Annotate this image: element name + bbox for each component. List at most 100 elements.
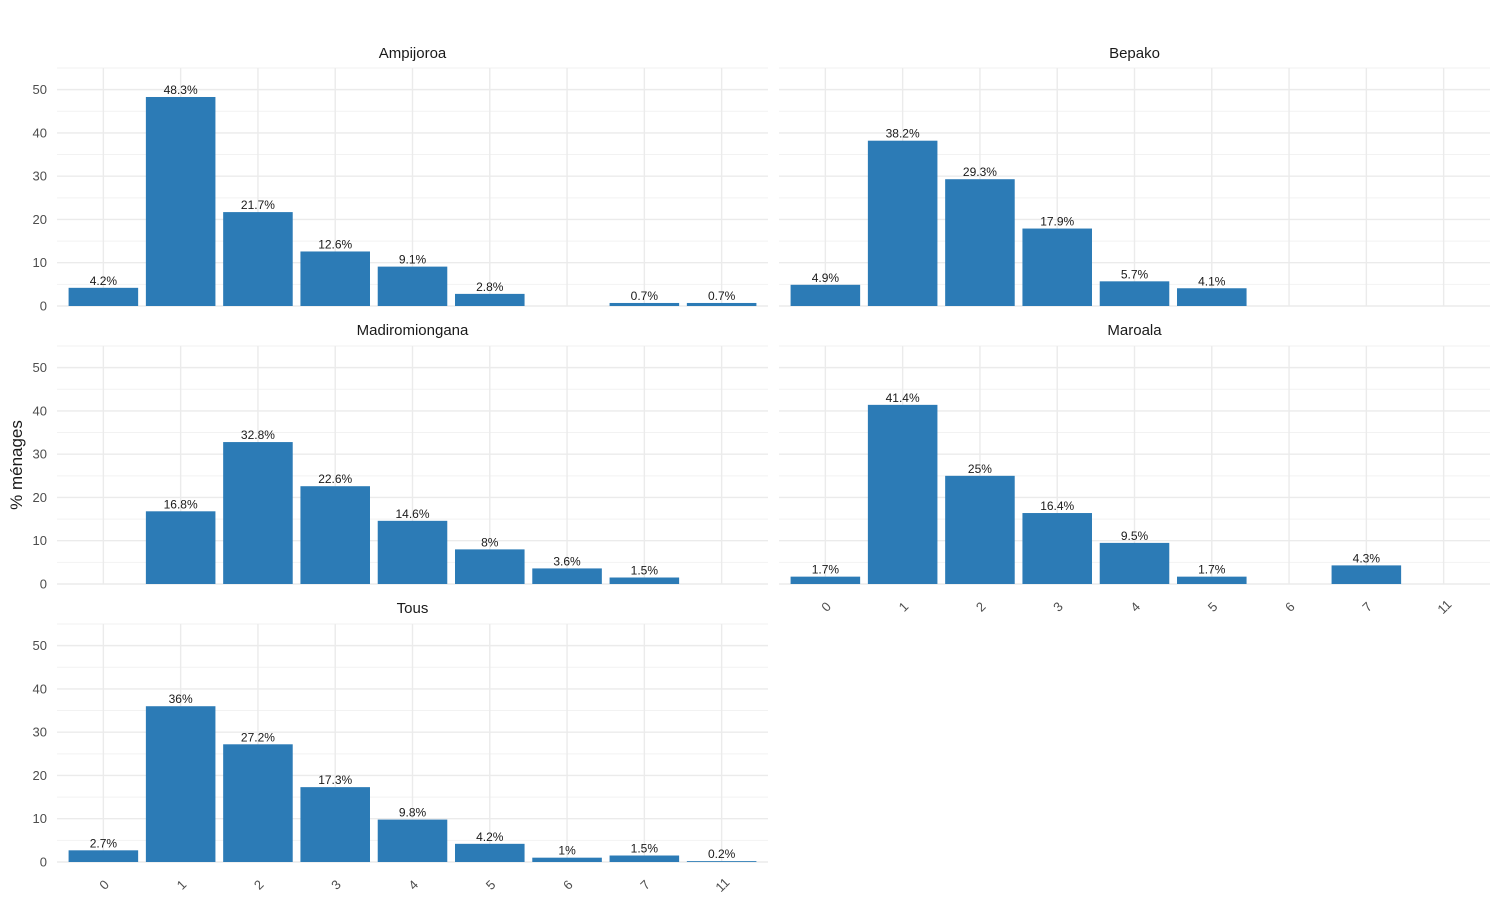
data-label: 12.6%: [318, 237, 352, 251]
bar: [609, 855, 680, 862]
data-label: 17.9%: [1040, 215, 1074, 229]
y-tick-label: 20: [33, 490, 47, 505]
bar: [790, 284, 861, 306]
data-label: 17.3%: [318, 773, 352, 787]
y-tick-label: 40: [33, 125, 47, 140]
x-tick-label: 3: [328, 877, 344, 893]
bar: [945, 475, 1015, 584]
panel-title: Ampijoroa: [379, 45, 447, 62]
data-label: 25%: [968, 462, 992, 476]
bar: [145, 706, 216, 862]
bar: [300, 251, 370, 306]
data-label: 2.8%: [476, 280, 504, 294]
panel-ampijoroa: Ampijoroa 0 10 20 30 40 50 4.2% 48.3% 21.7% 12.6% 9…: [33, 45, 768, 314]
data-label: 0.7%: [631, 289, 659, 303]
bar: [377, 819, 448, 862]
x-tick-label: 6: [1282, 599, 1298, 615]
bar: [1177, 576, 1247, 584]
bar: [945, 179, 1015, 306]
y-tick-label: 40: [33, 403, 47, 418]
data-label: 1%: [558, 844, 576, 858]
y-tick-label: 10: [33, 811, 47, 826]
bar: [1022, 228, 1092, 306]
data-label: 9.5%: [1121, 529, 1149, 543]
data-label: 36%: [169, 692, 193, 706]
x-tick-label: 3: [1050, 599, 1066, 615]
data-label: 21.7%: [241, 198, 275, 212]
bar: [223, 212, 293, 306]
data-label: 1.5%: [631, 842, 659, 856]
panel-title: Bepako: [1109, 45, 1160, 62]
y-tick-label: 20: [33, 768, 47, 783]
data-label: 1.7%: [812, 563, 840, 577]
y-tick-label: 50: [33, 360, 47, 375]
data-label: 9.1%: [399, 253, 427, 267]
panel-bepako: Bepako 4.9% 38.2% 29.3% 17.9% 5.7% 4.1%: [779, 45, 1490, 307]
y-tick-label: 10: [33, 533, 47, 548]
bar: [223, 442, 293, 584]
x-tick-label: 5: [1205, 599, 1221, 615]
bar: [300, 486, 370, 584]
bar: [145, 96, 216, 306]
x-tick-label: 2: [251, 877, 267, 893]
panel-title: Madiromiongana: [357, 322, 469, 339]
y-tick-label: 0: [40, 577, 47, 592]
x-tick-label: 0: [96, 877, 112, 893]
x-tick-label: 0: [818, 599, 834, 615]
bar: [790, 576, 861, 584]
y-tick-label: 50: [33, 82, 47, 97]
data-label: 4.2%: [90, 274, 118, 288]
panel-tous: Tous010203040502.7%36%27.2%17.3%9.8%4.2%…: [33, 600, 768, 895]
data-label: 1.7%: [1198, 563, 1226, 577]
bar: [1022, 513, 1092, 584]
y-tick-label: 20: [33, 212, 47, 227]
bar: [377, 520, 448, 584]
data-label: 16.4%: [1040, 499, 1074, 513]
bar: [223, 744, 293, 862]
data-label: 16.8%: [164, 497, 198, 511]
bar: [455, 293, 525, 306]
data-label: 32.8%: [241, 428, 275, 442]
bar: [686, 861, 757, 862]
y-tick-label: 50: [33, 638, 47, 653]
y-tick-label: 0: [40, 855, 47, 870]
x-tick-label: 7: [637, 877, 653, 893]
panel-title: Tous: [397, 600, 429, 617]
bar: [1099, 281, 1170, 306]
panel-madiromiongana: Madiromiongana 0 10 20 30 40 50 16.8% 32.8% 22.6%…: [33, 322, 768, 592]
x-tick-label: 7: [1359, 599, 1375, 615]
data-label: 48.3%: [164, 83, 198, 97]
data-label: 4.1%: [1198, 274, 1226, 288]
data-label: 4.9%: [812, 271, 840, 285]
data-label: 9.8%: [399, 806, 427, 820]
bar: [609, 577, 680, 584]
bar: [686, 302, 757, 306]
x-tick-label: 1: [174, 877, 190, 893]
data-label: 0.7%: [708, 289, 736, 303]
y-tick-label: 40: [33, 681, 47, 696]
bar: [455, 843, 525, 862]
bar: [609, 302, 680, 306]
bar: [1331, 565, 1402, 584]
data-label: 41.4%: [886, 391, 920, 405]
data-label: 27.2%: [241, 730, 275, 744]
x-tick-label: 1: [896, 599, 912, 615]
panel-title: Maroala: [1107, 322, 1162, 339]
bar: [68, 850, 139, 862]
bar: [532, 857, 602, 862]
data-label: 14.6%: [395, 507, 429, 521]
y-axis-title: % ménages: [7, 420, 26, 510]
bar: [1177, 288, 1247, 306]
data-label: 8%: [481, 535, 499, 549]
y-tick-label: 30: [33, 447, 47, 462]
bar: [867, 404, 938, 584]
data-label: 1.5%: [631, 564, 659, 578]
data-label: 5.7%: [1121, 267, 1149, 281]
data-label: 22.6%: [318, 472, 352, 486]
bar: [532, 568, 602, 584]
bar: [68, 287, 139, 306]
y-tick-label: 0: [40, 299, 47, 314]
data-label: 4.3%: [1353, 551, 1381, 565]
